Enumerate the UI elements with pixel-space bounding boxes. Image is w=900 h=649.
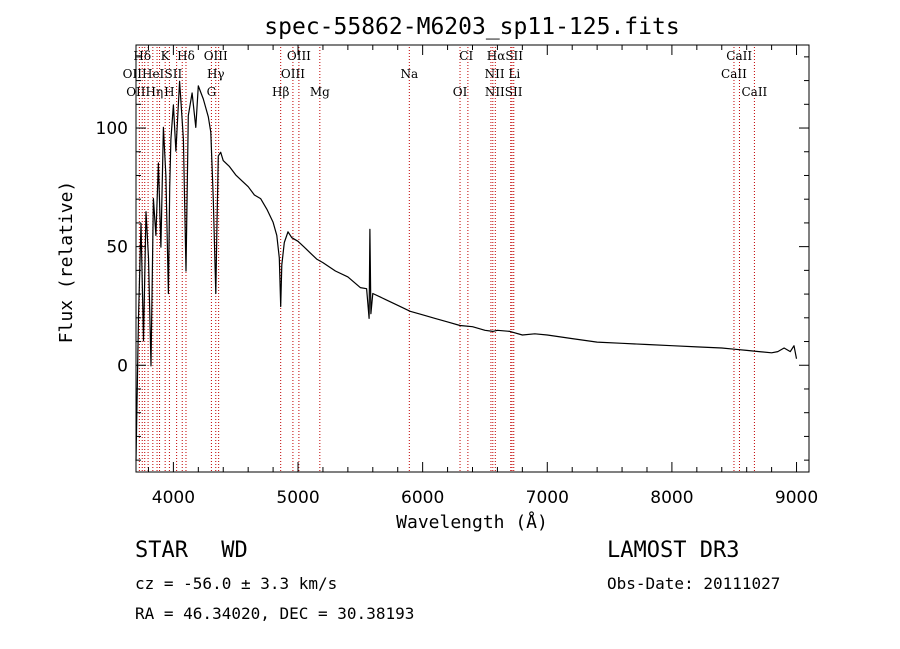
line-label: Mg: [310, 85, 330, 99]
line-label: K: [161, 49, 171, 63]
x-tick-label: 6000: [401, 488, 444, 508]
line-label: OIII: [287, 49, 311, 63]
line-label: Hγ: [207, 67, 225, 81]
y-axis-label: Flux (relative): [56, 181, 77, 344]
series-group: [135, 80, 798, 461]
series-line-spectrum: [135, 80, 798, 461]
line-label: HαSII: [487, 49, 524, 63]
line-label: SII: [165, 67, 183, 81]
line-label: CaII: [721, 67, 747, 81]
axis-ticks: 4000 5000 6000 7000 8000 9000 0 50 100: [96, 45, 818, 508]
object-info-panel: STAR WD cz = -56.0 ± 3.3 km/s RA = 46.34…: [135, 538, 495, 638]
y-tick-label: 50: [106, 238, 128, 258]
line-label: CI: [459, 49, 473, 63]
line-label: CaII: [726, 49, 752, 63]
line-label: NIISII: [485, 85, 523, 99]
line-label: OIII: [281, 67, 305, 81]
coordinates-text: RA = 46.34020, DEC = 30.38193: [135, 604, 415, 623]
line-label: OIIHeI: [123, 67, 165, 81]
line-label: OIIHη: [126, 85, 163, 99]
obs-date: Obs-Date: 20111027: [607, 574, 781, 593]
x-tick-label: 9000: [775, 488, 818, 508]
survey-info-panel: LAMOST DR3 Obs-Date: 20111027: [607, 538, 847, 598]
line-label: Hδ: [177, 49, 195, 63]
line-label: G: [207, 85, 217, 99]
line-label: OIII: [204, 49, 228, 63]
survey-name: LAMOST DR3: [607, 538, 740, 563]
emission-line-markers: [138, 47, 755, 472]
chart-title: spec-55862-M6203_sp11-125.fits: [264, 14, 679, 40]
line-label: OI: [453, 85, 468, 99]
line-label: Hδ: [133, 49, 151, 63]
x-axis-label: Wavelength (Å): [396, 511, 548, 533]
line-label: H: [164, 85, 174, 99]
object-class: STAR: [135, 538, 188, 563]
y-tick-label: 100: [96, 119, 128, 139]
emission-line-labels: Hδ K Hδ OIII OIII CI HαSII CaII OIIHeI SII Hγ OIII N…: [123, 49, 768, 99]
y-tick-label: 0: [117, 356, 128, 376]
x-tick-label: 5000: [276, 488, 319, 508]
plot-frame: [135, 44, 810, 473]
line-label: NII Li: [485, 67, 521, 81]
line-label: CaII: [741, 85, 767, 99]
x-tick-label: 8000: [650, 488, 693, 508]
line-label: Hβ: [272, 85, 289, 99]
line-label: Na: [400, 67, 418, 81]
x-tick-label: 7000: [526, 488, 569, 508]
object-subclass: WD: [221, 538, 248, 563]
redshift-text: cz = -56.0 ± 3.3 km/s: [135, 574, 338, 593]
x-tick-label: 4000: [152, 488, 195, 508]
